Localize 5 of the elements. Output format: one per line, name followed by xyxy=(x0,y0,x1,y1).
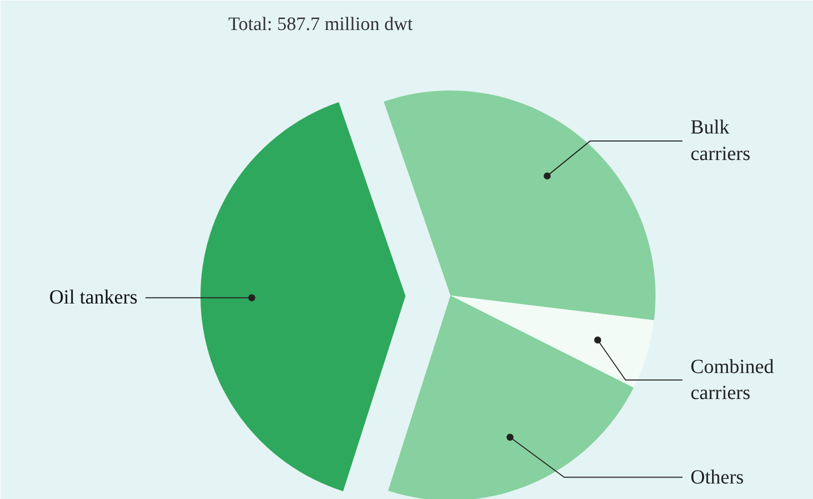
slice-label: Others xyxy=(690,466,744,488)
chart-title: Total: 587.7 million dwt xyxy=(228,14,414,35)
slice-label: Bulk carriers xyxy=(690,116,751,166)
slice-label: Oil tankers xyxy=(49,286,138,309)
slice-label: Combined carriers xyxy=(690,356,774,404)
